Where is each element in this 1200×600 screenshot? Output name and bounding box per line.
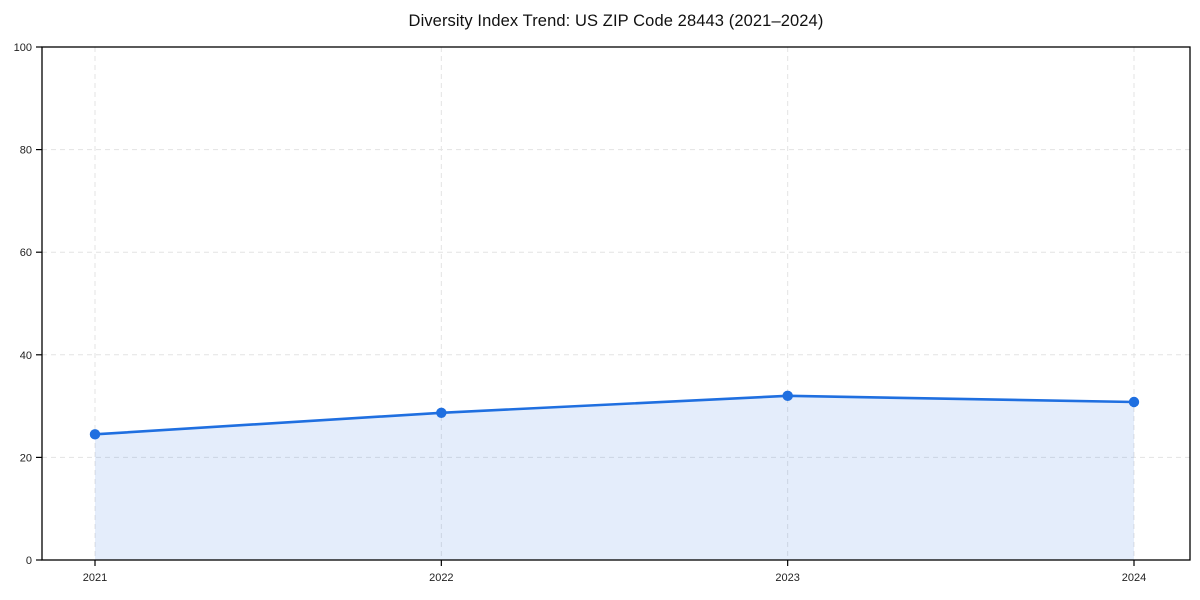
data-point — [782, 390, 793, 402]
x-tick-label: 2023 — [775, 572, 799, 584]
plot-border — [41, 46, 1191, 561]
data-point — [1128, 396, 1140, 408]
trend-line — [93, 394, 1136, 436]
y-tick-label: 0 — [26, 555, 32, 567]
data-point — [436, 407, 447, 418]
x-tick-label: 2024 — [1122, 572, 1146, 584]
area-fill — [95, 395, 1134, 560]
y-tick-label: 60 — [20, 247, 32, 259]
data-point — [89, 429, 101, 440]
x-tick-label: 2022 — [429, 572, 453, 584]
x-tick-label: 2021 — [83, 572, 107, 584]
y-tick-label: 20 — [20, 452, 32, 464]
chart-title: Diversity Index Trend: US ZIP Code 28443… — [408, 12, 824, 30]
y-tick-label: 40 — [20, 350, 32, 362]
y-tick-label: 100 — [14, 42, 32, 54]
y-tick-label: 80 — [20, 145, 32, 157]
